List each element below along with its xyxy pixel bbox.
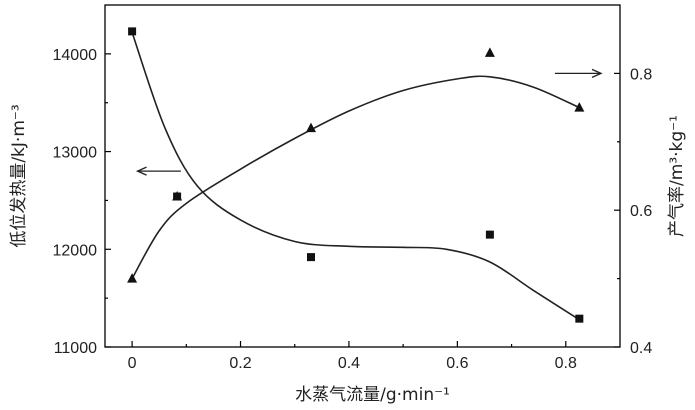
axes-frame — [104, 4, 621, 348]
right-y-tick-label: 0.6 — [630, 203, 652, 220]
left-y-tick-label: 13000 — [53, 145, 98, 162]
axis-indicator-arrows — [135, 68, 603, 176]
arrow-left-head — [135, 166, 147, 176]
square-marker — [307, 253, 315, 262]
fit-curves — [131, 32, 580, 321]
triangle-marker — [484, 47, 495, 57]
left-y-tick-label: 11000 — [54, 340, 97, 357]
triangle-marker — [574, 102, 585, 112]
data-markers — [127, 27, 585, 323]
heating-value-fit-curve — [131, 32, 580, 321]
x-tick-label: 0.4 — [338, 355, 360, 372]
left-y-tick-label: 14000 — [53, 47, 98, 64]
x-axis-title: 水蒸气流量/g·min⁻¹ — [295, 385, 450, 405]
triangle-marker — [127, 273, 138, 283]
gas-yield-fit-curve — [131, 75, 580, 279]
triangle-marker — [306, 122, 316, 133]
triangle-marker — [172, 191, 183, 201]
plot-frame — [104, 4, 621, 348]
right-y-axis-title: 产气率/m³·kg⁻¹ — [667, 115, 687, 237]
square-marker — [485, 230, 494, 239]
right-y-tick-label: 0.8 — [630, 66, 652, 83]
x-tick-label: 0.8 — [555, 355, 577, 372]
x-tick-label: 0.6 — [446, 355, 468, 372]
arrow-right-head — [591, 68, 603, 78]
square-marker — [128, 27, 137, 36]
left-y-axis-title: 低位发热量/kJ·m⁻³ — [9, 104, 29, 247]
tick-group: 0 0.2 0.4 0.6 0.8 11000 12000 13000 14000 0.4 0.6 0… — [53, 47, 653, 372]
square-marker — [575, 314, 584, 323]
x-tick-label: 0.2 — [229, 355, 251, 372]
left-y-tick-label: 12000 — [53, 242, 98, 259]
right-y-tick-label: 0.4 — [630, 340, 652, 357]
x-tick-label: 0 — [128, 355, 137, 372]
